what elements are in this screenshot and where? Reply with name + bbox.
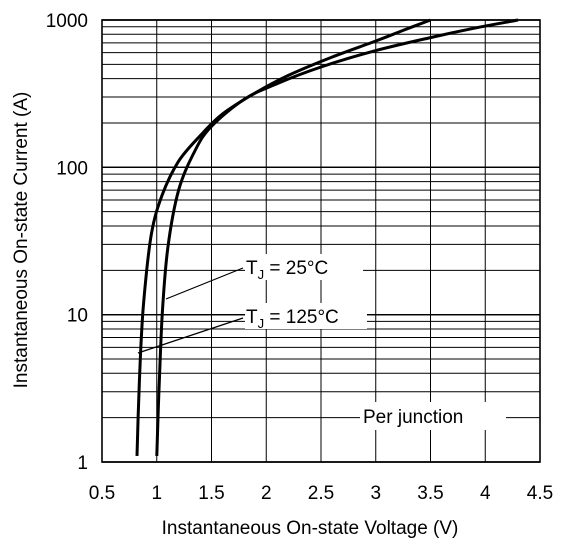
y-tick-label: 100	[56, 158, 88, 179]
annotation-125c: TJ = 125°C	[246, 307, 339, 331]
x-tick-label: 4.5	[527, 483, 553, 504]
series-line-0	[135, 18, 432, 456]
x-tick-labels: 0.5 1 1.5 2 2.5 3 3.5 4 4.5	[89, 483, 553, 504]
plot-frame	[101, 19, 541, 463]
series-line-1	[155, 18, 519, 456]
annotation-bg-25c	[245, 254, 363, 280]
annotation-leader-25c	[165, 267, 244, 300]
series-group	[135, 18, 519, 456]
x-tick-label: 3	[370, 483, 381, 504]
annotation-125c-text: = 125°C	[264, 307, 339, 328]
annotation-125c-prefix: T	[246, 307, 258, 328]
y-tick-label: 1000	[46, 11, 88, 32]
annotation-25c-prefix: T	[246, 258, 258, 279]
annotation-bg-125c	[245, 303, 367, 329]
annotation-per-junction: Per junction	[363, 407, 463, 428]
annotation-leader-125c	[137, 317, 244, 354]
annotation-bg-per-junction	[360, 402, 506, 430]
x-tick-label: 1	[151, 483, 162, 504]
x-tick-label: 2.5	[308, 483, 334, 504]
annotation-25c: TJ = 25°C	[246, 258, 328, 282]
x-tick-label: 0.5	[89, 483, 115, 504]
annotation-25c-sub: J	[258, 267, 265, 282]
annotation-25c-text: = 25°C	[264, 258, 328, 279]
x-tick-label: 4	[480, 483, 491, 504]
x-tick-label: 2	[261, 483, 272, 504]
x-tick-label: 1.5	[198, 483, 224, 504]
annotation-125c-sub: J	[258, 316, 265, 331]
x-axis-label: Instantaneous On-state Voltage (V)	[162, 518, 459, 539]
plot-border	[101, 19, 541, 463]
y-tick-label: 10	[67, 306, 88, 327]
y-axis-label: Instantaneous On-state Current (A)	[11, 92, 32, 389]
y-tick-labels: 1 10 100 1000	[46, 11, 88, 474]
x-tick-label: 3.5	[417, 483, 443, 504]
y-tick-label: 1	[77, 453, 88, 474]
